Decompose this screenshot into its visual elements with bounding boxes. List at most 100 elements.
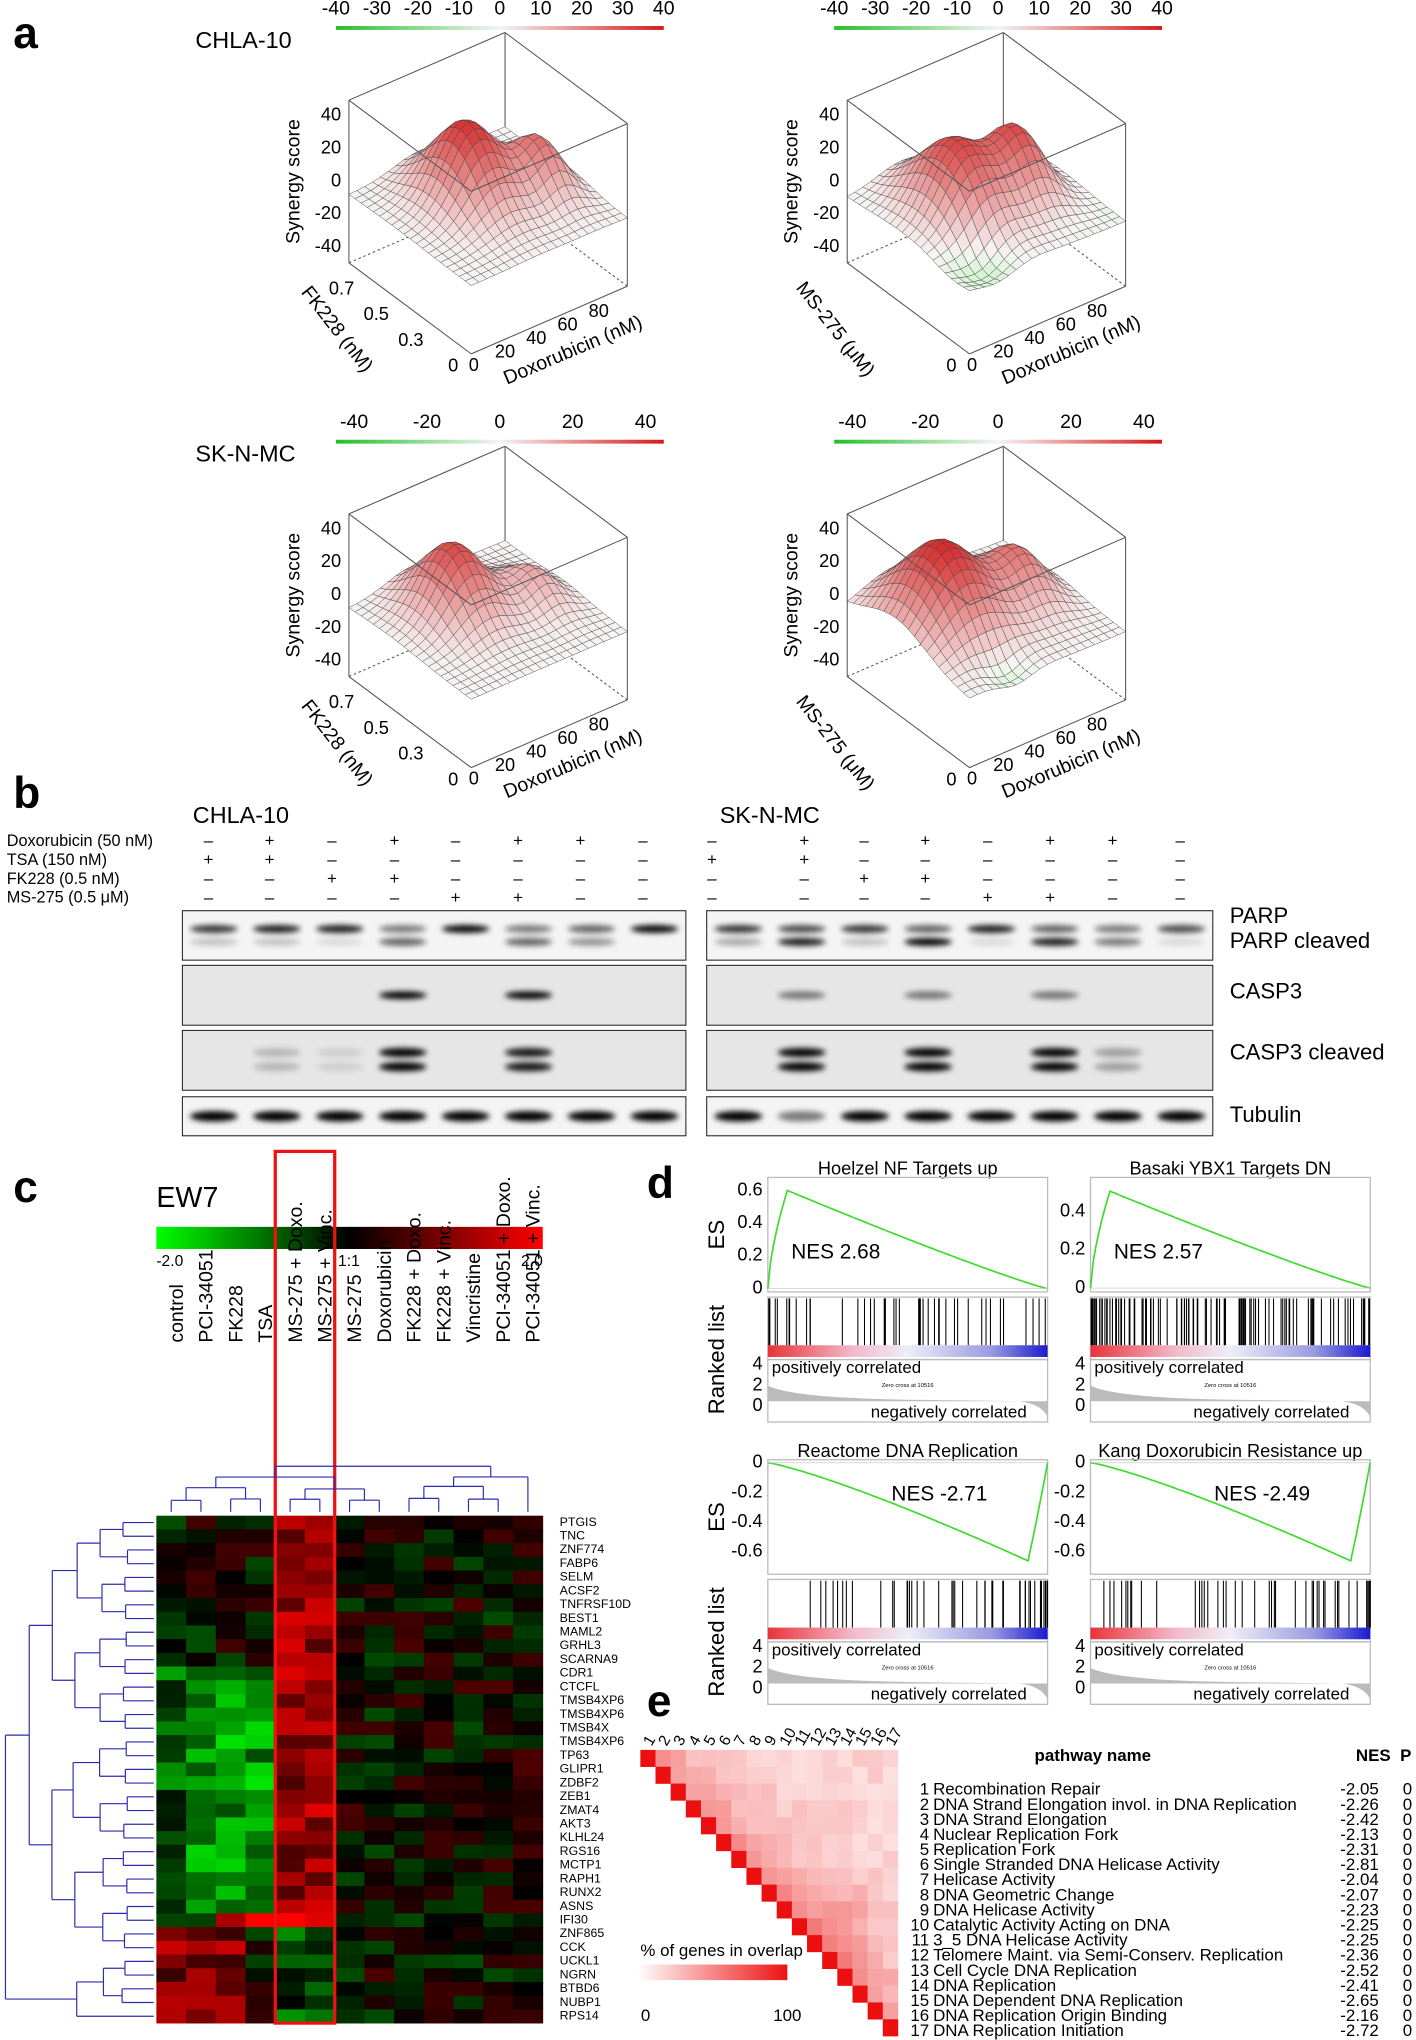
heatmap-cell xyxy=(483,1666,514,1681)
heatmap-cell xyxy=(156,1789,187,1805)
metric-frame xyxy=(1089,1358,1371,1423)
column-label: Vincristine xyxy=(463,1253,485,1343)
overlap-cell xyxy=(867,1783,884,1801)
heatmap-cell xyxy=(334,1995,365,2010)
heatmap-cell xyxy=(275,1680,306,1695)
pathway-nes: -2.31 xyxy=(1340,1840,1379,1859)
heatmap-cell xyxy=(453,1844,484,1859)
heatmap-cell xyxy=(215,1831,246,1846)
pathway-name: Nuclear Replication Fork xyxy=(933,1825,1119,1844)
treatment-sign: + xyxy=(576,831,586,850)
band xyxy=(714,925,763,933)
overlap-cell xyxy=(716,1749,732,1767)
heatmap-cell xyxy=(364,1707,395,1722)
heatmap-cell xyxy=(156,1625,187,1640)
treatment-sign: – xyxy=(1176,888,1186,907)
heatmap-cell xyxy=(245,1584,276,1599)
heatmap-cell xyxy=(453,1981,484,1997)
heatmap-cell xyxy=(275,2009,306,2024)
ranked-tick: 0 xyxy=(753,1395,763,1415)
z-tick: -20 xyxy=(315,203,341,223)
heatmap-cell xyxy=(334,1584,365,1599)
heatmap-cell xyxy=(483,1748,514,1763)
overlap-cell xyxy=(776,1850,793,1868)
z-tick: -20 xyxy=(813,203,839,223)
heatmap-cell xyxy=(513,1762,544,1777)
pathway-name: DNA Replication xyxy=(933,1976,1056,1995)
treatment-sign: – xyxy=(576,869,586,888)
heatmap-cell xyxy=(215,1844,246,1859)
overlap-cell xyxy=(837,1800,853,1818)
heatmap-cell xyxy=(275,1529,306,1544)
overlap-cell xyxy=(670,1749,687,1767)
pathway-name: Helicase Activity xyxy=(933,1870,1056,1889)
heatmap-cell xyxy=(334,1762,365,1777)
overlap-cell xyxy=(791,1749,808,1767)
overlap-cell xyxy=(837,1817,853,1835)
x-tick: 40 xyxy=(526,742,546,762)
heatmap-cell xyxy=(186,1639,217,1654)
heatmap-cell xyxy=(334,1748,365,1763)
heatmap-cell xyxy=(483,1639,514,1654)
heatmap-cell xyxy=(156,1680,187,1695)
heatmap-cell xyxy=(423,1776,454,1791)
heatmap-cell xyxy=(453,1584,484,1599)
heatmap-cell xyxy=(394,1721,425,1736)
cube-edge xyxy=(348,262,472,355)
heatmap-cell xyxy=(453,1529,484,1544)
heatmap-cell xyxy=(513,1748,544,1763)
heatmap-cell xyxy=(423,1639,454,1654)
overlap-cell xyxy=(837,1867,853,1885)
ranked-tick: 2 xyxy=(1075,1657,1085,1677)
overlap-cell xyxy=(822,1766,838,1784)
gene-label: RPS14 xyxy=(560,2008,599,2022)
pathway-index: 3 xyxy=(920,1810,929,1829)
heatmap-cell xyxy=(275,1652,306,1667)
y-tick: 0.7 xyxy=(329,692,354,712)
overlap-cell xyxy=(746,1749,762,1767)
heatmap-cell xyxy=(364,1844,395,1859)
heatmap-cell xyxy=(394,2009,425,2024)
overlap-cell xyxy=(852,1783,868,1801)
heatmap-cell xyxy=(275,1899,306,1914)
heatmap-cell xyxy=(156,1584,187,1599)
ranked-label: Ranked list xyxy=(704,1587,729,1696)
heatmap-cell xyxy=(215,1556,246,1571)
heatmap-cell xyxy=(423,1899,454,1914)
heatmap-cell xyxy=(215,1721,246,1736)
pathway-p: 0 xyxy=(1403,1991,1412,2010)
nes-label: NES 2.57 xyxy=(1114,1240,1203,1263)
heatmap-cell xyxy=(394,1556,425,1571)
heatmap-cell xyxy=(483,1721,514,1736)
heatmap-cell xyxy=(423,1803,454,1818)
gene-label: AKT3 xyxy=(560,1817,591,1831)
treatment-sign: – xyxy=(638,869,648,888)
pathway-index: 1 xyxy=(920,1780,929,1799)
band xyxy=(504,1062,553,1072)
band xyxy=(840,925,889,933)
heatmap-cell xyxy=(483,1968,514,1983)
band xyxy=(714,938,763,946)
overlap-cell xyxy=(761,1749,777,1767)
heatmap-cell xyxy=(275,1666,306,1681)
y-tick: 0 xyxy=(448,356,458,376)
heatmap-cell xyxy=(423,1721,454,1736)
heatmap-cell xyxy=(423,1543,454,1558)
band xyxy=(1093,1111,1142,1122)
overlap-cell xyxy=(867,1985,884,2003)
overlap-cell xyxy=(807,1766,823,1784)
heatmap-cell xyxy=(423,1748,454,1763)
overlap-cell xyxy=(685,1749,702,1767)
heatmap-cell xyxy=(334,1515,365,1530)
z-tick: 20 xyxy=(819,137,839,157)
heatmap-cell xyxy=(245,1913,276,1928)
zero-cross: Zero cross at 10516 xyxy=(882,1665,934,1671)
x-tick: 20 xyxy=(993,755,1013,775)
x-tick: 80 xyxy=(589,715,609,735)
heatmap-cell xyxy=(275,1803,306,1818)
colorbar-tick: 40 xyxy=(1133,411,1155,433)
colorbar-tick: 40 xyxy=(653,0,675,19)
heatmap-cell xyxy=(156,1707,187,1722)
heatmap-cell xyxy=(186,1789,217,1805)
overlap-cell xyxy=(822,1749,838,1767)
